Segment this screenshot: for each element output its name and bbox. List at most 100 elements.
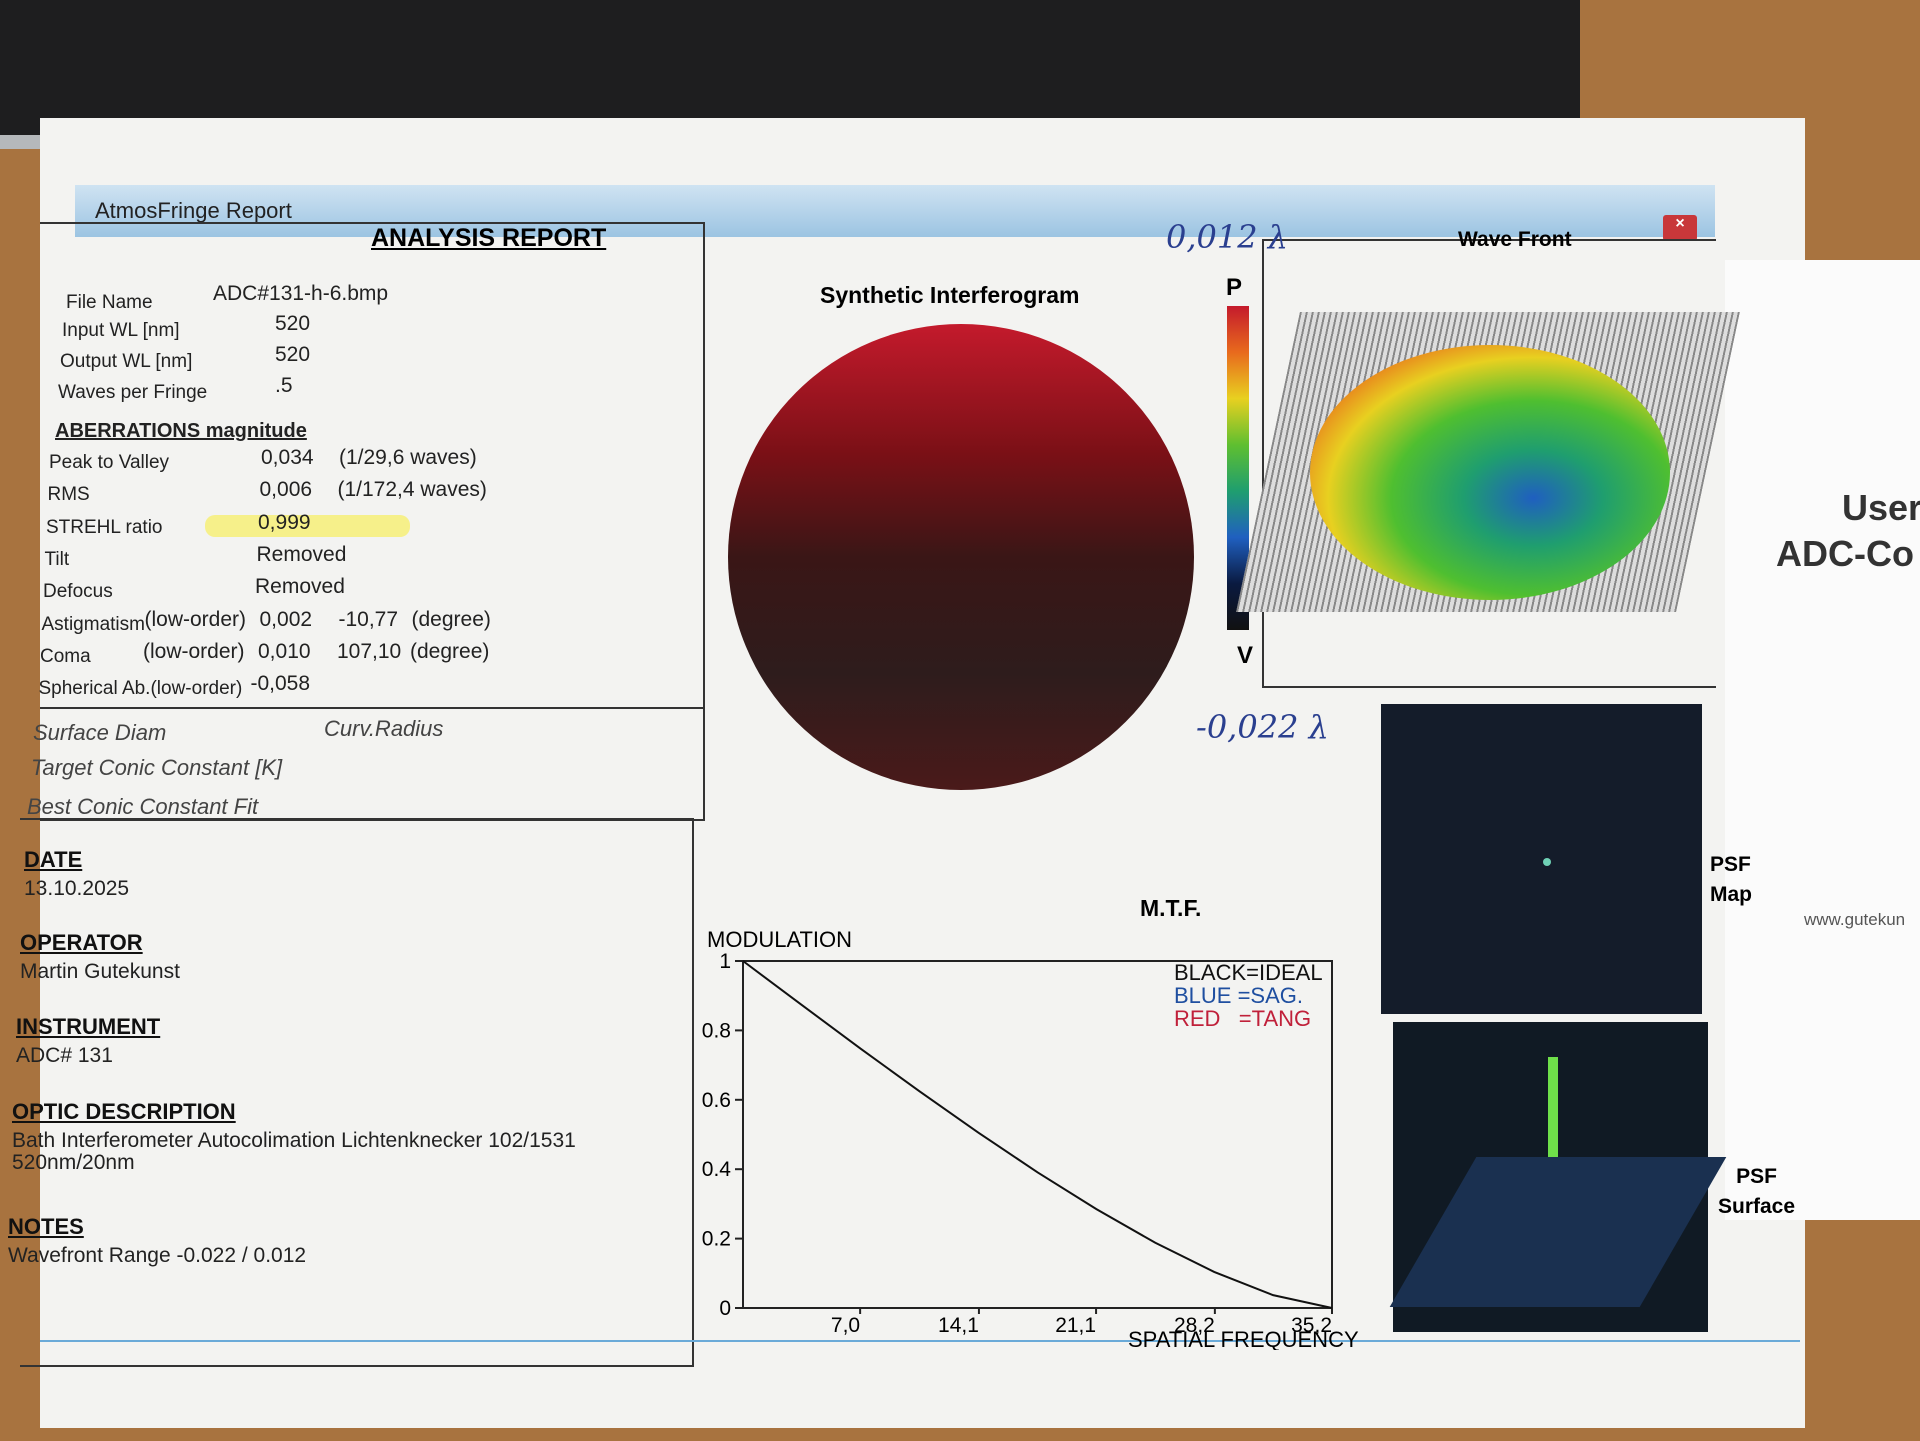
- param-label: Waves per Fringe: [58, 382, 208, 403]
- param-label: Output WL [nm]: [60, 351, 193, 372]
- psf-label: PSF Map: [1710, 850, 1752, 910]
- info-panel: [20, 818, 694, 1367]
- aberration-value: 0,002: [259, 607, 313, 631]
- aberration-value: 0,999: [258, 510, 311, 534]
- aberration-value: 107,10: [337, 639, 402, 663]
- aberration-value: -0,058: [250, 672, 311, 696]
- aberration-value: (degree): [410, 639, 490, 663]
- left-panel: [40, 222, 705, 821]
- aberration-label: RMS: [47, 484, 90, 506]
- info-line: Bath Interferometer Autocolimation Licht…: [12, 1129, 576, 1152]
- psf-spot: [1543, 858, 1551, 866]
- psf-map: [1381, 704, 1702, 1014]
- y-tick-label: 0.4: [702, 1158, 732, 1181]
- y-tick-label: 0.6: [702, 1089, 731, 1112]
- wavefront-surface: [1310, 345, 1670, 600]
- info-line: 520nm/20nm: [12, 1151, 135, 1174]
- aberration-value: 0,006: [259, 478, 313, 502]
- y-axis-label: MODULATION: [707, 927, 852, 952]
- close-button[interactable]: ×: [1663, 215, 1697, 241]
- aberration-value: (1/172,4 waves): [337, 478, 487, 502]
- info-line: 13.10.2025: [24, 877, 130, 900]
- param-value: 520: [275, 312, 311, 335]
- psf-label-line: PSF: [1710, 853, 1751, 876]
- info-heading: OPERATOR: [20, 930, 143, 955]
- legend-entry: RED =TANG: [1174, 1006, 1311, 1031]
- aberration-label: Astigmatism: [41, 613, 145, 635]
- param-value: .5: [275, 374, 293, 397]
- y-tick-label: 0: [719, 1297, 731, 1320]
- surface-field: Best Conic Constant Fit: [27, 794, 259, 819]
- y-tick-label: 0.2: [702, 1228, 731, 1251]
- info-heading: OPTIC DESCRIPTION: [12, 1099, 236, 1124]
- color-bar-top: P: [1226, 274, 1243, 301]
- aberration-label: STREHL ratio: [46, 516, 163, 538]
- param-value: 520: [275, 343, 311, 366]
- side-line: User: [1842, 487, 1920, 528]
- aberration-value: (low-order): [143, 639, 245, 663]
- y-tick-label: 0.8: [702, 1019, 731, 1042]
- title-bar: [75, 185, 1715, 237]
- plot-frame: [742, 960, 1333, 1309]
- info-line: Martin Gutekunst: [20, 960, 180, 983]
- psf-label-line: Surface: [1718, 1195, 1796, 1218]
- color-bar-bottom: V: [1237, 642, 1254, 669]
- aberration-value: (low-order): [144, 607, 247, 631]
- file-label: File Name: [66, 292, 153, 313]
- report-title: ANALYSIS REPORT: [371, 224, 607, 252]
- separator: [40, 707, 703, 709]
- color-bar: [1227, 306, 1249, 630]
- handwritten-note: 0,012 λ: [1166, 218, 1289, 256]
- bottom-rule: [40, 1340, 1800, 1342]
- aberration-label: Spherical Ab.(low-order): [38, 678, 243, 700]
- aberration-value: (degree): [411, 607, 491, 631]
- aberration-value: Removed: [256, 542, 347, 566]
- side-url: www.gutekun: [1804, 910, 1906, 929]
- mtf-chart: M.T.F. MODULATION SPATIAL FREQUENCY 0 0.2 0.4…: [702, 895, 1359, 1350]
- psf-label: PSF Surface: [1718, 1162, 1795, 1222]
- x-tick-label: 35,2: [1291, 1314, 1332, 1337]
- aberration-value: (1/29,6 waves): [339, 446, 477, 469]
- y-tick-label: 1: [719, 950, 731, 973]
- aberration-label: Defocus: [43, 581, 113, 603]
- aberration-value: -10,77: [338, 607, 399, 631]
- psf-label-line: Map: [1710, 883, 1752, 906]
- file-value: ADC#131-h-6.bmp: [213, 282, 389, 305]
- info-heading: NOTES: [8, 1214, 84, 1239]
- x-tick-label: 21,1: [1055, 1314, 1096, 1337]
- surface-field: Target Conic Constant [K]: [31, 755, 283, 780]
- psf-surface: [1389, 1022, 1727, 1332]
- aberration-value: 0,010: [258, 639, 311, 663]
- window-title: AtmosFringe Report: [95, 198, 292, 223]
- side-sheet: [1725, 260, 1920, 1220]
- info-heading: INSTRUMENT: [16, 1014, 161, 1039]
- info-line: ADC# 131: [16, 1044, 113, 1067]
- mtf-curve: [742, 960, 1333, 1309]
- mtf-title: M.T.F.: [1140, 895, 1201, 921]
- surface-field: Surface Diam: [33, 720, 167, 745]
- x-tick-label: 7,0: [831, 1314, 860, 1337]
- side-title: User ADC-Co: [1762, 485, 1920, 577]
- interferogram-title: Synthetic Interferogram: [820, 282, 1080, 308]
- legend-entry: BLACK=IDEAL: [1174, 960, 1323, 985]
- psf-label-line: PSF: [1736, 1165, 1777, 1188]
- wavefront-title: Wave Front: [1458, 228, 1572, 251]
- interferogram: [728, 324, 1194, 790]
- x-tick-label: 14,1: [938, 1314, 979, 1337]
- info-line: Wavefront Range -0.022 / 0.012: [8, 1244, 307, 1267]
- x-tick-label: 28,2: [1174, 1314, 1215, 1337]
- aberration-label: Coma: [40, 645, 91, 667]
- legend-entry: BLUE =SAG.: [1174, 983, 1303, 1008]
- param-label: Input WL [nm]: [62, 320, 180, 341]
- info-heading: DATE: [24, 847, 83, 872]
- surface-field: Curv.Radius: [324, 716, 444, 741]
- aberration-label: Peak to Valley: [49, 452, 170, 473]
- aberrations-heading: ABERRATIONS magnitude: [55, 420, 307, 442]
- side-line: ADC-Co: [1776, 533, 1914, 574]
- highlight: [205, 515, 410, 537]
- x-axis-label: SPATIAL FREQUENCY: [1128, 1327, 1359, 1350]
- aberration-value: Removed: [255, 575, 345, 599]
- wavefront-box: [1262, 239, 1716, 688]
- psf-plane: [1389, 1157, 1727, 1307]
